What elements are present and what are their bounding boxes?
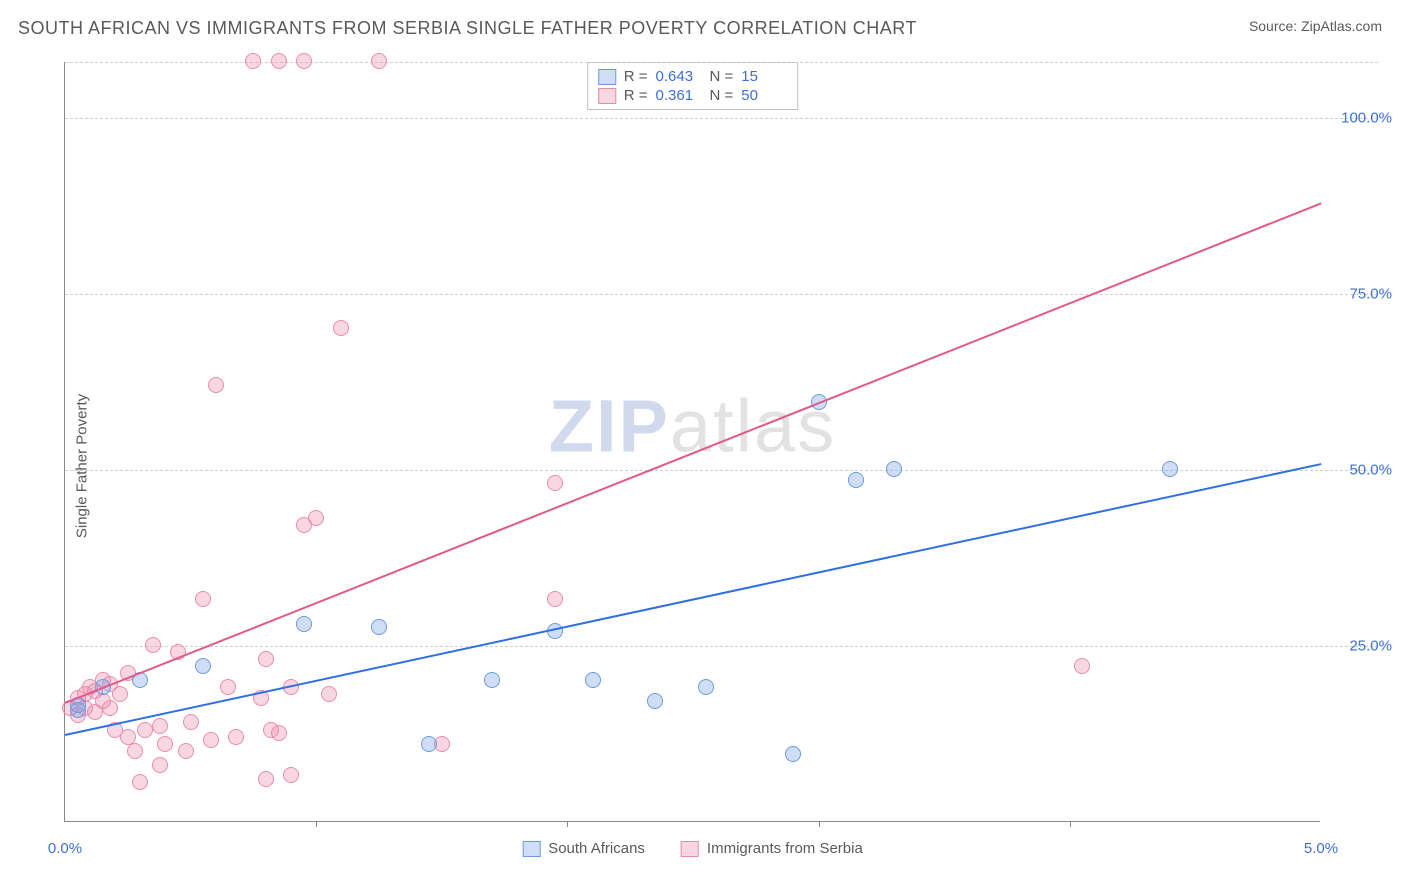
legend-item: South Africans (522, 840, 645, 857)
data-point (271, 725, 287, 741)
data-point (195, 591, 211, 607)
data-point (547, 591, 563, 607)
data-point (484, 672, 500, 688)
x-tick-label: 0.0% (48, 840, 82, 857)
swatch-icon (598, 69, 616, 85)
y-tick-label: 25.0% (1349, 638, 1392, 655)
y-tick-label: 75.0% (1349, 286, 1392, 303)
gridline (65, 62, 1378, 63)
data-point (585, 672, 601, 688)
data-point (183, 714, 199, 730)
n-label: N = (710, 87, 734, 104)
data-point (137, 722, 153, 738)
data-point (371, 53, 387, 69)
gridline (65, 646, 1378, 647)
data-point (698, 679, 714, 695)
r-value: 0.361 (656, 87, 702, 104)
data-point (258, 771, 274, 787)
data-point (785, 746, 801, 762)
gridline (65, 470, 1378, 471)
data-point (283, 767, 299, 783)
data-point (296, 53, 312, 69)
gridline (65, 294, 1378, 295)
data-point (1162, 461, 1178, 477)
y-tick-label: 100.0% (1341, 110, 1392, 127)
swatch-icon (522, 841, 540, 857)
data-point (547, 475, 563, 491)
data-point (195, 658, 211, 674)
data-point (333, 320, 349, 336)
swatch-icon (598, 88, 616, 104)
stats-legend: R = 0.643 N = 15 R = 0.361 N = 50 (587, 62, 799, 110)
watermark: ZIPatlas (549, 384, 836, 469)
data-point (308, 510, 324, 526)
legend-label: Immigrants from Serbia (707, 840, 863, 857)
gridline (65, 118, 1378, 119)
chart-container: Single Father Poverty ZIPatlas R = 0.643… (18, 48, 1398, 884)
data-point (157, 736, 173, 752)
data-point (208, 377, 224, 393)
data-point (70, 702, 86, 718)
data-point (886, 461, 902, 477)
stats-row: R = 0.643 N = 15 (598, 67, 788, 86)
x-tick-mark (819, 821, 820, 827)
data-point (132, 774, 148, 790)
x-tick-mark (316, 821, 317, 827)
data-point (152, 757, 168, 773)
legend-item: Immigrants from Serbia (681, 840, 863, 857)
stats-row: R = 0.361 N = 50 (598, 86, 788, 105)
r-label: R = (624, 87, 648, 104)
x-tick-label: 5.0% (1304, 840, 1338, 857)
chart-title: SOUTH AFRICAN VS IMMIGRANTS FROM SERBIA … (18, 18, 917, 39)
plot-area: ZIPatlas R = 0.643 N = 15 R = 0.361 N = … (64, 62, 1320, 822)
data-point (245, 53, 261, 69)
regression-line (65, 463, 1321, 736)
data-point (1074, 658, 1090, 674)
n-value: 50 (741, 87, 787, 104)
data-point (271, 53, 287, 69)
data-point (421, 736, 437, 752)
data-point (112, 686, 128, 702)
data-point (145, 637, 161, 653)
r-value: 0.643 (656, 68, 702, 85)
data-point (152, 718, 168, 734)
data-point (371, 619, 387, 635)
data-point (228, 729, 244, 745)
data-point (258, 651, 274, 667)
r-label: R = (624, 68, 648, 85)
data-point (647, 693, 663, 709)
n-value: 15 (741, 68, 787, 85)
data-point (220, 679, 236, 695)
legend-label: South Africans (548, 840, 645, 857)
data-point (102, 700, 118, 716)
swatch-icon (681, 841, 699, 857)
data-point (203, 732, 219, 748)
data-point (848, 472, 864, 488)
bottom-legend: South Africans Immigrants from Serbia (522, 840, 863, 857)
data-point (178, 743, 194, 759)
n-label: N = (710, 68, 734, 85)
x-tick-mark (1070, 821, 1071, 827)
data-point (321, 686, 337, 702)
data-point (296, 616, 312, 632)
source-label: Source: ZipAtlas.com (1249, 18, 1382, 34)
regression-line (65, 203, 1322, 704)
x-tick-mark (567, 821, 568, 827)
data-point (127, 743, 143, 759)
y-tick-label: 50.0% (1349, 462, 1392, 479)
